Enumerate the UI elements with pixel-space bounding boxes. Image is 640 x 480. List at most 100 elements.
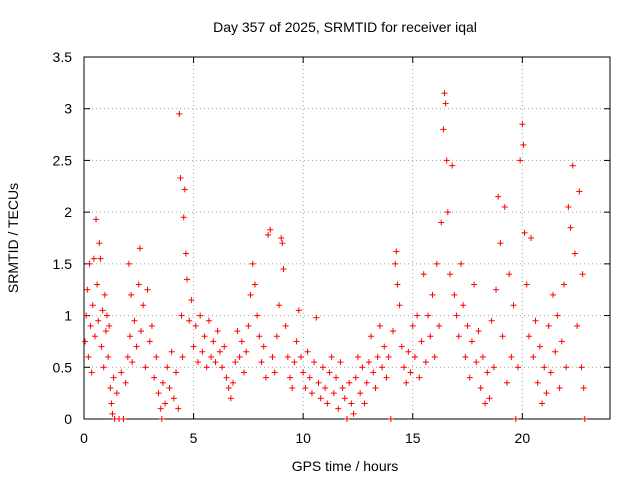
data-point xyxy=(477,384,484,391)
data-point xyxy=(297,353,304,360)
x-tick-label: 0 xyxy=(80,430,88,446)
data-point xyxy=(381,343,388,350)
data-point xyxy=(512,416,519,422)
y-tick-label: 2.5 xyxy=(53,152,73,168)
grid xyxy=(84,57,610,419)
data-point xyxy=(278,235,285,241)
x-tick-label: 15 xyxy=(405,430,421,446)
data-point xyxy=(151,374,158,381)
data-point xyxy=(440,126,447,133)
data-point xyxy=(127,333,134,340)
data-point xyxy=(558,338,565,345)
data-point xyxy=(427,333,434,340)
data-point xyxy=(344,416,350,422)
data-point xyxy=(563,364,570,371)
data-point xyxy=(194,359,201,366)
data-point xyxy=(567,224,574,231)
data-point xyxy=(368,333,375,340)
data-point xyxy=(131,317,138,324)
data-point xyxy=(319,364,326,371)
data-point xyxy=(365,359,372,366)
data-point xyxy=(536,343,543,350)
data-point xyxy=(129,359,136,366)
data-point xyxy=(556,384,563,391)
data-point xyxy=(519,121,526,128)
data-point xyxy=(162,400,169,407)
data-point xyxy=(102,328,109,335)
data-point xyxy=(85,353,92,360)
data-point xyxy=(444,209,451,216)
y-tick-label: 0.5 xyxy=(53,359,73,375)
data-point xyxy=(273,333,280,340)
data-point xyxy=(251,281,258,288)
data-point xyxy=(230,379,237,386)
data-point xyxy=(495,193,502,200)
y-tick-label: 3.5 xyxy=(53,49,73,65)
data-point xyxy=(137,328,144,335)
data-point xyxy=(153,353,160,360)
data-point xyxy=(313,314,320,321)
data-point xyxy=(411,353,418,360)
data-point xyxy=(464,322,471,329)
data-point xyxy=(473,359,480,366)
data-point xyxy=(276,302,283,309)
data-point xyxy=(186,317,193,324)
data-point xyxy=(354,353,361,360)
data-point xyxy=(184,276,191,283)
data-point xyxy=(468,338,475,345)
data-point xyxy=(304,348,311,355)
data-point xyxy=(269,353,276,360)
data-point xyxy=(96,240,103,247)
data-point xyxy=(219,364,226,371)
data-point xyxy=(249,260,256,267)
data-point xyxy=(569,162,576,169)
data-point xyxy=(330,390,337,397)
data-point xyxy=(181,186,188,193)
data-point xyxy=(403,379,410,386)
data-point xyxy=(291,359,298,366)
data-point xyxy=(379,364,386,371)
data-point xyxy=(560,281,567,288)
data-point xyxy=(545,322,552,329)
data-point xyxy=(240,369,247,376)
data-point xyxy=(178,312,185,319)
data-point xyxy=(175,405,182,412)
data-point xyxy=(168,348,175,355)
data-point xyxy=(443,157,450,164)
data-point xyxy=(514,364,521,371)
data-point xyxy=(208,353,215,360)
data-point xyxy=(247,291,254,298)
data-point xyxy=(279,240,286,247)
data-point xyxy=(315,379,322,386)
data-point xyxy=(282,322,289,329)
data-point xyxy=(260,343,267,350)
data-point xyxy=(337,359,344,366)
data-point xyxy=(280,266,287,273)
data-point xyxy=(346,379,353,386)
data-point xyxy=(422,359,429,366)
data-point xyxy=(350,410,357,417)
data-point xyxy=(113,390,120,397)
data-point xyxy=(372,384,379,391)
data-point xyxy=(486,395,493,402)
data-point xyxy=(510,302,517,309)
y-tick-label: 1 xyxy=(64,308,72,324)
data-point xyxy=(238,338,245,345)
data-point xyxy=(361,400,368,407)
data-point xyxy=(431,353,438,360)
data-point xyxy=(221,343,228,350)
x-tick-labels: 0 5 10 15 20 xyxy=(80,430,530,446)
data-point xyxy=(521,229,528,236)
data-point xyxy=(409,322,416,329)
data-point xyxy=(308,390,315,397)
data-point xyxy=(300,369,307,376)
data-point xyxy=(438,219,445,226)
data-point xyxy=(506,271,513,278)
data-point xyxy=(414,312,421,319)
data-point xyxy=(243,348,250,355)
data-point xyxy=(488,317,495,324)
x-axis-label: GPS time / hours xyxy=(292,458,399,474)
data-point xyxy=(497,240,504,247)
data-point xyxy=(449,162,456,169)
data-point xyxy=(453,312,460,319)
